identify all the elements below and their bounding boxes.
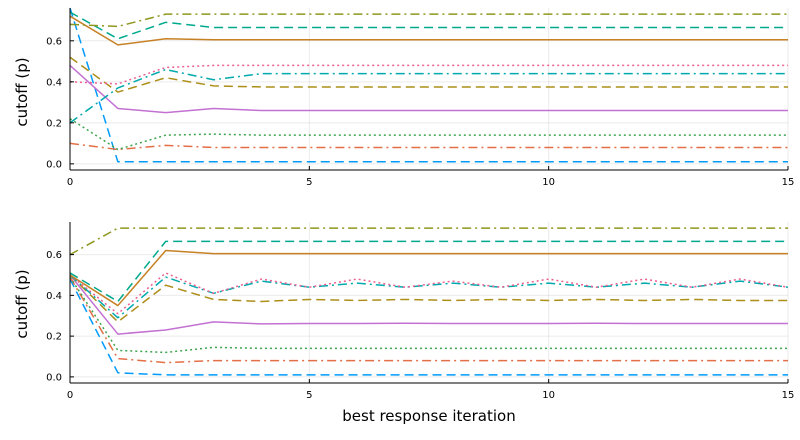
bottom-y-tick-label: 0.6 [46,250,62,261]
bottom-series-line-4 [69,274,788,335]
bottom-series-line-6 [69,274,789,319]
top-series-line-3 [69,118,788,151]
bottom-series-line-2 [69,276,788,364]
top-y-tick-label: 0.0 [46,159,62,170]
bottom-series-line-8 [69,249,788,307]
bottom-y-tick-label: 0.0 [46,372,62,383]
bottom-x-tick-label: 15 [782,390,795,401]
top-y-axis-title: cutoff (p) [13,57,31,126]
top-x-tick-label: 10 [542,177,555,188]
top-x-tick-label: 0 [67,177,73,188]
bottom-series-line-10 [69,227,788,256]
top-series-line-4 [69,64,788,114]
top-series-line-1 [69,7,788,163]
top-y-tick-label: 0.6 [46,36,62,47]
top-series-line-6 [69,68,788,124]
top-x-tick-label: 15 [782,177,795,188]
bottom-y-tick-label: 0.2 [46,332,62,343]
bottom-x-tick-label: 10 [542,390,555,401]
top-subplot: cutoff (p) 0 5 10 15 0.0 0.2 0.4 0.6 [13,7,795,188]
bottom-series-line-9 [69,240,788,303]
top-y-tick-label: 0.2 [46,118,62,129]
top-series-line-10 [69,13,788,28]
top-series-line-5 [69,56,788,93]
bottom-x-axis-title: best response iteration [342,407,515,425]
bottom-series-line-5 [69,274,788,323]
bottom-y-tick-label: 0.4 [46,291,62,302]
bottom-x-tick-label: 0 [67,390,73,401]
top-x-tick-label: 5 [306,177,312,188]
bottom-x-tick-label: 5 [306,390,312,401]
top-series-line-9 [69,11,788,40]
top-series-line-8 [69,15,788,46]
top-y-tick-label: 0.4 [46,77,62,88]
bottom-y-axis-title: cutoff (p) [13,269,31,338]
top-series-line-2 [69,142,788,151]
top-series-line-7 [69,64,788,85]
bottom-series-line-7 [69,272,789,315]
bottom-subplot: cutoff (p) best response iteration 0 5 10 1… [13,222,794,425]
